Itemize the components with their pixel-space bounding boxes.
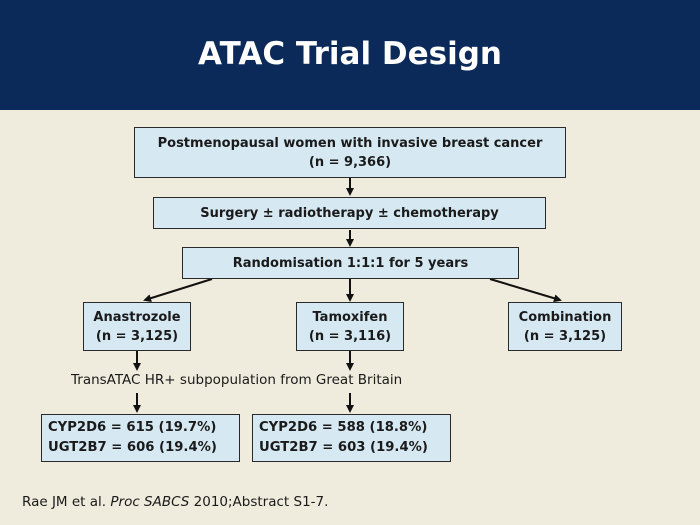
result-cyp2d6: CYP2D6 = 615 (19.7%) [48, 420, 217, 435]
result-ugt2b7: UGT2B7 = 606 (19.4%) [48, 440, 217, 455]
arm-tamoxifen: Tamoxifen (n = 3,116) [296, 302, 404, 351]
population-box: Postmenopausal women with invasive breas… [134, 127, 566, 178]
arm-count: (n = 3,116) [308, 328, 392, 344]
result-cyp2d6: CYP2D6 = 588 (18.8%) [259, 420, 428, 435]
population-label: Postmenopausal women with invasive breas… [157, 135, 543, 151]
citation-details: 2010;Abstract S1-7. [189, 494, 329, 510]
arm-count: (n = 3,125) [523, 328, 607, 344]
arrow-to-anastrozole [143, 278, 213, 303]
title-bar: ATAC Trial Design [0, 0, 700, 110]
arm-anastrozole: Anastrozole (n = 3,125) [83, 302, 191, 351]
randomisation-label: Randomisation 1:1:1 for 5 years [232, 255, 469, 271]
arm-name: Anastrozole [93, 309, 181, 325]
citation-journal: Proc SABCS [110, 494, 190, 510]
result-ugt2b7: UGT2B7 = 603 (19.4%) [259, 440, 428, 455]
population-count: (n = 9,366) [308, 154, 392, 170]
subpopulation-label: TransATAC HR+ subpopulation from Great B… [71, 372, 403, 388]
result-anastrozole: CYP2D6 = 615 (19.7%) UGT2B7 = 606 (19.4%… [41, 414, 240, 462]
treatment-label: Surgery ± radiotherapy ± chemotherapy [200, 205, 499, 221]
randomisation-box: Randomisation 1:1:1 for 5 years [182, 247, 519, 279]
citation-authors: Rae JM et al. [22, 494, 111, 510]
citation: Rae JM et al. Proc SABCS 2010;Abstract S… [22, 494, 328, 510]
arrow-to-combination [489, 278, 562, 303]
result-tamoxifen: CYP2D6 = 588 (18.8%) UGT2B7 = 603 (19.4%… [252, 414, 451, 462]
arm-count: (n = 3,125) [95, 328, 179, 344]
arm-combination: Combination (n = 3,125) [508, 302, 622, 351]
arm-name: Combination [518, 309, 612, 325]
slide-title: ATAC Trial Design [198, 36, 502, 72]
treatment-box: Surgery ± radiotherapy ± chemotherapy [153, 197, 546, 229]
arm-name: Tamoxifen [312, 309, 388, 325]
